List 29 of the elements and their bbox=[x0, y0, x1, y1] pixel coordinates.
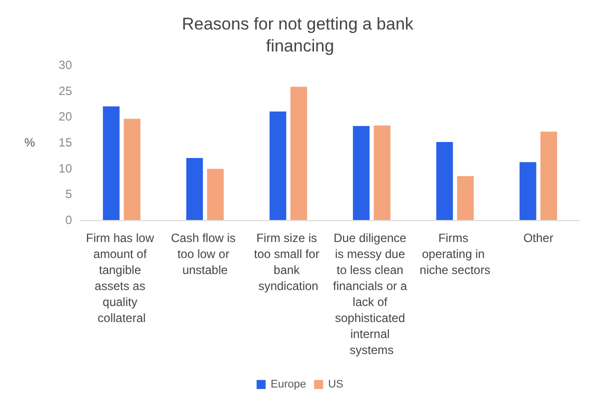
bar bbox=[520, 162, 536, 220]
bar bbox=[352, 126, 370, 220]
legend-label: US bbox=[328, 378, 344, 390]
bar bbox=[540, 132, 558, 220]
y-tick-label: 0 bbox=[65, 213, 72, 227]
y-tick-label: 15 bbox=[58, 136, 72, 150]
bar bbox=[207, 168, 224, 220]
y-axis-title: % bbox=[24, 136, 36, 150]
y-tick-label: 30 bbox=[58, 58, 72, 72]
y-tick-label: 20 bbox=[58, 110, 72, 124]
bar bbox=[374, 125, 390, 220]
x-tick-label: Firm has low amount of tangible assets as quality collateral bbox=[86, 231, 158, 325]
x-tick-label: Other bbox=[523, 231, 554, 245]
y-tick-label: 10 bbox=[58, 161, 72, 176]
bar bbox=[290, 86, 308, 220]
bar bbox=[102, 106, 120, 220]
bar bbox=[436, 142, 453, 220]
legend-label: Europe bbox=[270, 378, 306, 390]
x-tick-label: Firms operating in niche sectors bbox=[420, 231, 490, 277]
bar bbox=[457, 176, 474, 220]
y-tick-label: 25 bbox=[58, 84, 72, 98]
y-tick-label: 5 bbox=[65, 187, 72, 202]
chart-title: Reasons for not getting a bank financing bbox=[182, 14, 418, 56]
bar bbox=[270, 112, 286, 220]
x-tick-label: Firm size is too small for bank syndication bbox=[254, 231, 323, 293]
x-tick-label: Due diligence is messy due to less clean financials or a lack of sophisticated internal systems bbox=[332, 231, 410, 357]
x-tick-label: Cash flow is too low or unstable bbox=[170, 231, 240, 277]
bar bbox=[186, 158, 203, 220]
bar bbox=[124, 118, 140, 220]
